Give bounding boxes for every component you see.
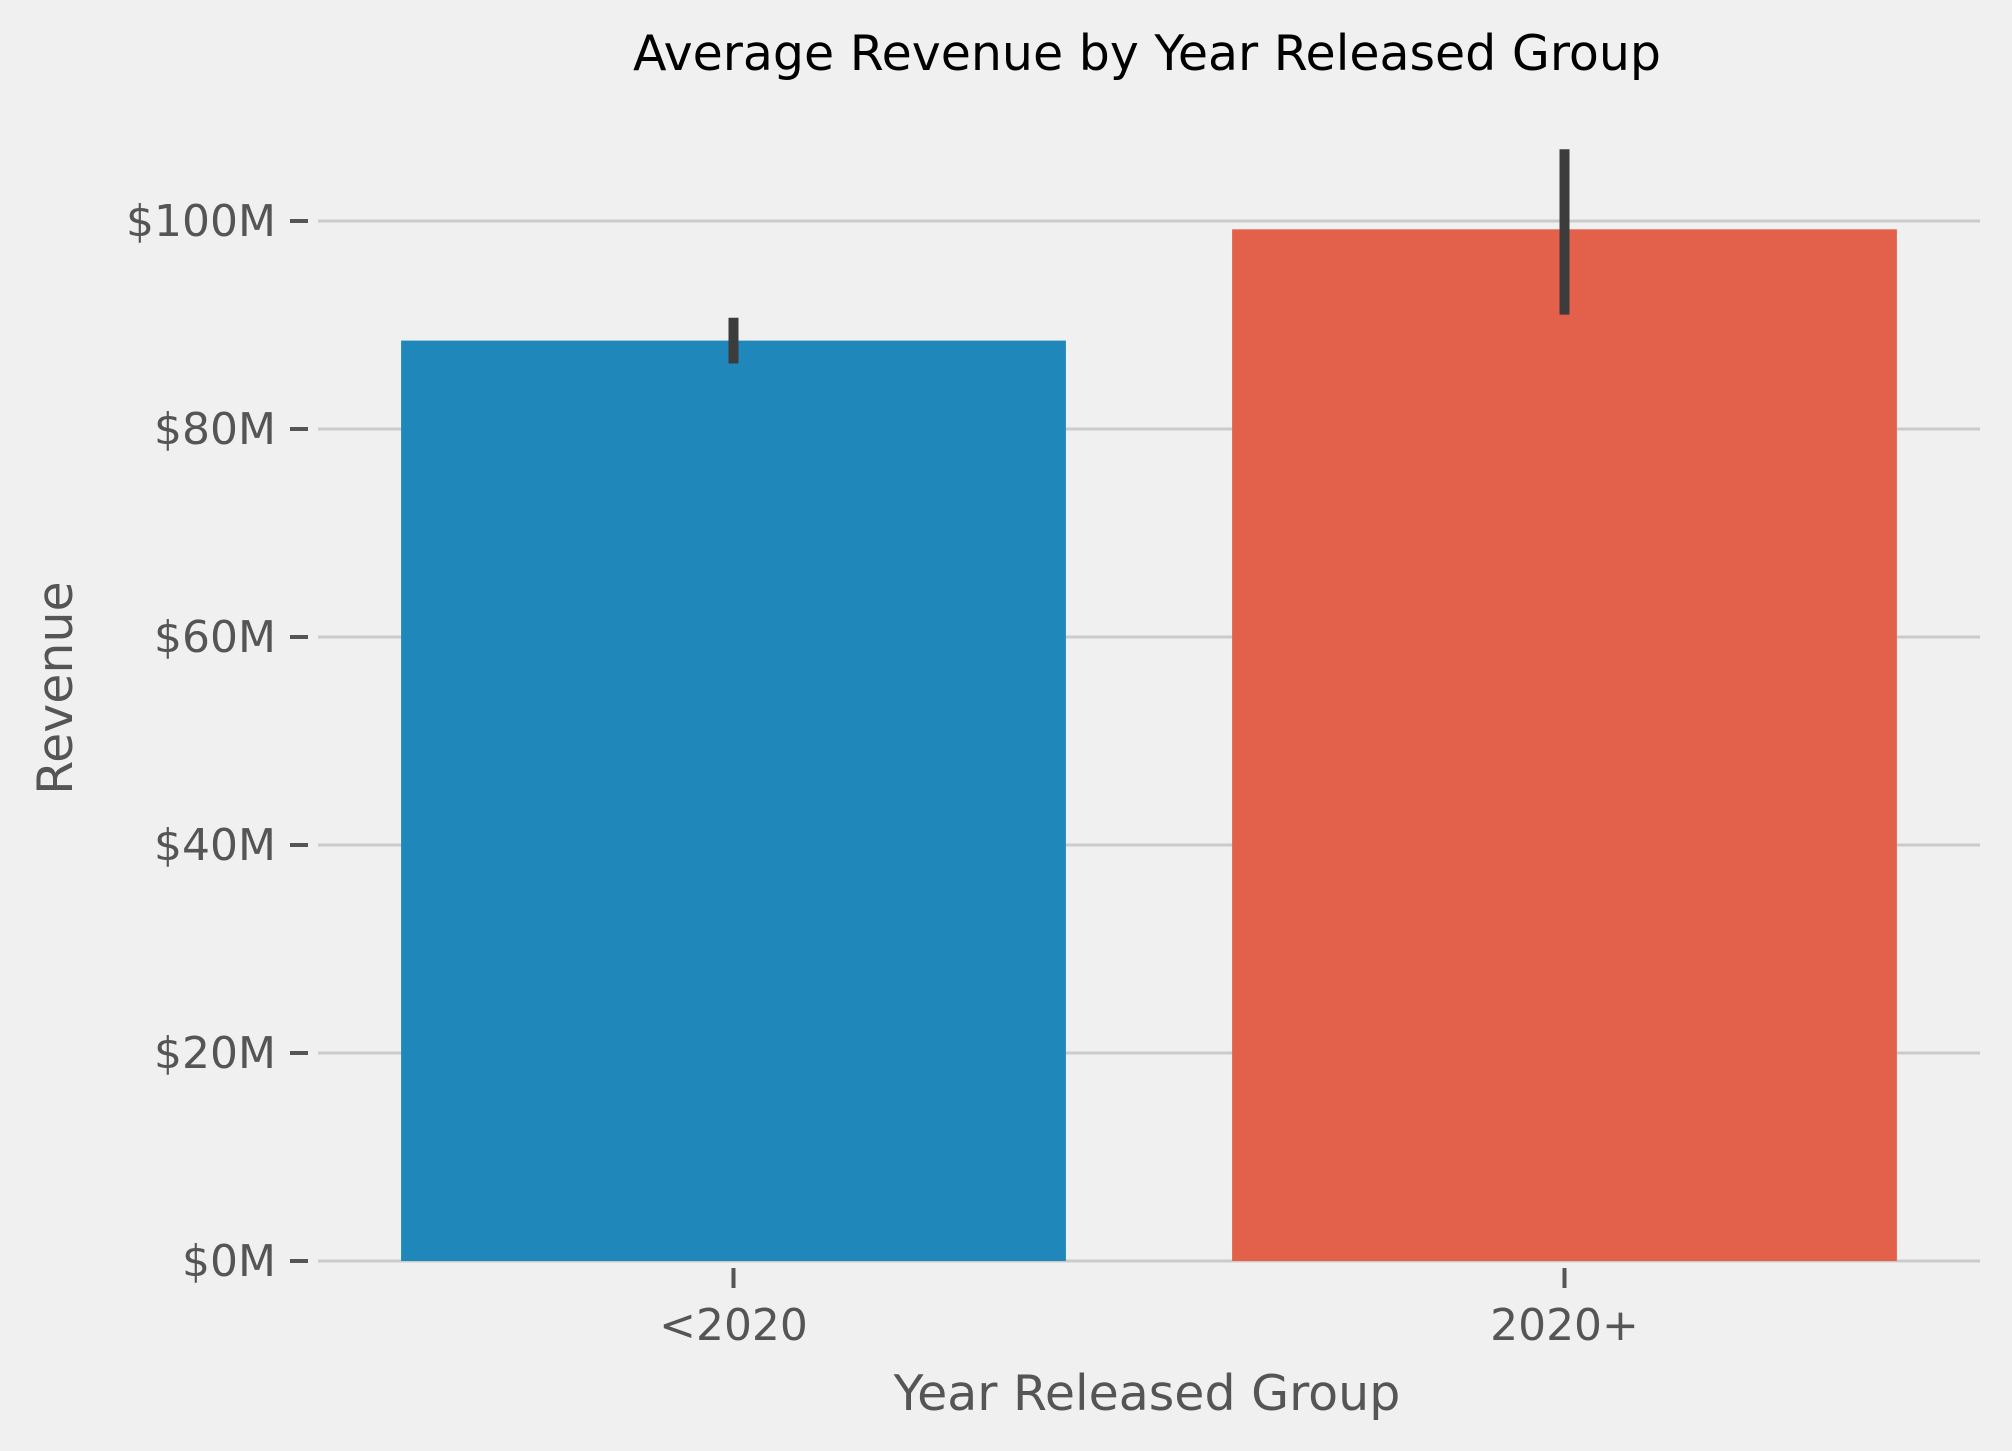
x-tick-label: 2020+ [1490,1300,1639,1351]
y-axis-label: Revenue [27,581,84,794]
x-axis: <2020 2020+ [659,1268,1639,1351]
x-tick-label: <2020 [659,1300,808,1351]
y-axis: $0M $20M $40M $60M $80M $100M [126,196,308,1287]
bar [401,340,1066,1262]
bars [401,229,1897,1262]
bar [1232,229,1897,1261]
y-tick-label: $20M [154,1028,276,1079]
x-axis-label: Year Released Group [893,1365,1401,1422]
y-tick-label: $100M [126,196,276,247]
y-tick-label: $60M [154,612,276,663]
chart-title: Average Revenue by Year Released Group [633,25,1661,82]
y-tick-label: $0M [182,1236,276,1287]
y-tick-label: $40M [154,820,276,871]
y-tick-label: $80M [154,404,276,455]
error-bars [728,149,1570,364]
